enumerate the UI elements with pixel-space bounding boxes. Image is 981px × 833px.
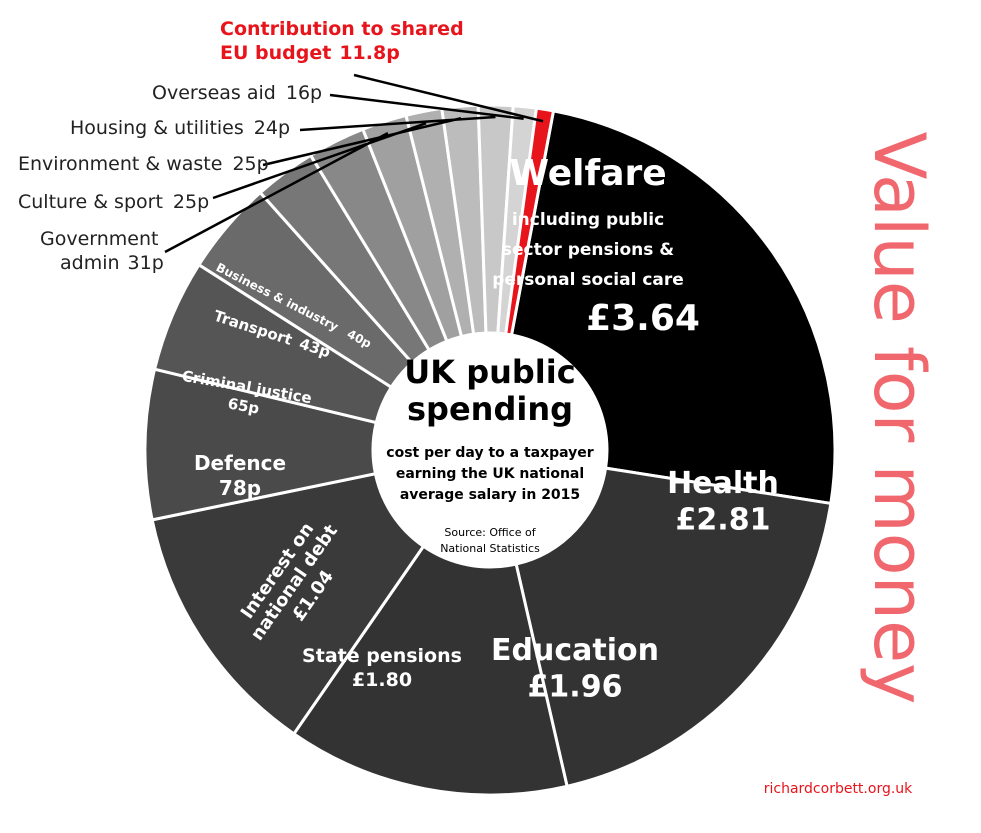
callout-lines [164,73,544,254]
callout-environment: Environment & waste 25p [18,153,269,175]
center-source-line-1: Source: Office of [444,526,536,539]
callout-eu-budget-line-2: EU budget 11.8p [220,42,400,64]
value-defence: 78p [219,476,261,500]
callout-gov-admin-name: admin [60,252,120,274]
slice-label-health: Health£2.81 [667,466,779,538]
center-text: UK public spending cost per day to a tax… [386,353,593,555]
welfare-sub-line-3: personal social care [492,270,684,290]
leader-eu-budget [353,73,544,123]
callout-gov-admin-line-2: admin 31p [60,252,164,274]
slice-eu-budget [504,106,556,337]
center-subtitle-line-1: cost per day to a taxpayer [386,445,593,461]
slice-welfare [509,109,837,506]
callout-overseas-aid-value: 16p [286,82,322,104]
slice-health [514,466,833,789]
callout-environment-name: Environment & waste [18,153,222,175]
callout-eu-budget-line-1: Contribution to shared [220,18,464,40]
label-education-line-1: Education [491,633,659,668]
slice-label-education: Education£1.96 [491,633,659,705]
footer-source: richardcorbett.org.uk [764,781,913,797]
donut-slices [143,103,837,797]
callout-overseas-aid: Overseas aid 16p [152,82,322,104]
callout-gov-admin-line-1: Government [40,228,159,250]
center-title-line-1: UK public [404,353,575,391]
slice-state-pensions [150,471,426,736]
slice-label-state-pensions: State pensions£1.80 [302,645,462,691]
leader-overseas-aid [329,93,524,120]
callout-gov-admin-value: 31p [128,252,164,274]
center-subtitle-line-2: earning the UK national [396,466,584,482]
callout-environment-value: 25p [232,153,268,175]
center-subtitle-line-3: average salary in 2015 [400,487,580,503]
leader-housing [299,115,496,132]
donut-hole [374,334,606,566]
callout-culture-name: Culture & sport [18,191,163,213]
welfare-sub-line-1: including public [512,210,664,230]
callout-housing-text: Housing & utilities 24p [70,117,290,139]
label-state-pensions-line-1: State pensions [302,645,462,667]
callout-environment-text: Environment & waste 25p [18,153,269,175]
callout-housing-value: 24p [254,117,290,139]
center-source-line-2: National Statistics [440,542,540,555]
welfare-sub-line-2: sector pensions & [502,240,674,260]
callout-culture: Culture & sport 25p [18,191,209,213]
value-education: £1.96 [528,670,623,705]
side-title: Value for money [858,132,940,705]
welfare-label: Welfare [509,153,666,194]
callout-culture-text: Culture & sport 25p [18,191,209,213]
callout-overseas-aid-name: Overseas aid [152,82,276,104]
callout-eu-budget-value: 11.8p [339,42,399,64]
value-criminal-justice: 65p [226,394,261,417]
leader-gov-admin [164,131,389,254]
callout-housing: Housing & utilities 24p [70,117,290,139]
label-health-line-1: Health [667,466,779,501]
leader-environment [262,117,462,167]
center-title-line-2: spending [407,390,573,428]
slice-label-welfare: Welfare including public sector pensions &… [492,153,700,339]
callout-eu-budget-name: EU budget [220,42,331,64]
value-state-pensions: £1.80 [352,669,412,691]
label-defence-line-1: Defence [194,451,286,475]
value-health: £2.81 [676,503,771,538]
callout-culture-value: 25p [173,191,209,213]
callout-housing-name: Housing & utilities [70,117,244,139]
welfare-value: £3.64 [586,298,700,339]
callout-overseas-aid-text: Overseas aid 16p [152,82,322,104]
slice-education [291,544,569,797]
